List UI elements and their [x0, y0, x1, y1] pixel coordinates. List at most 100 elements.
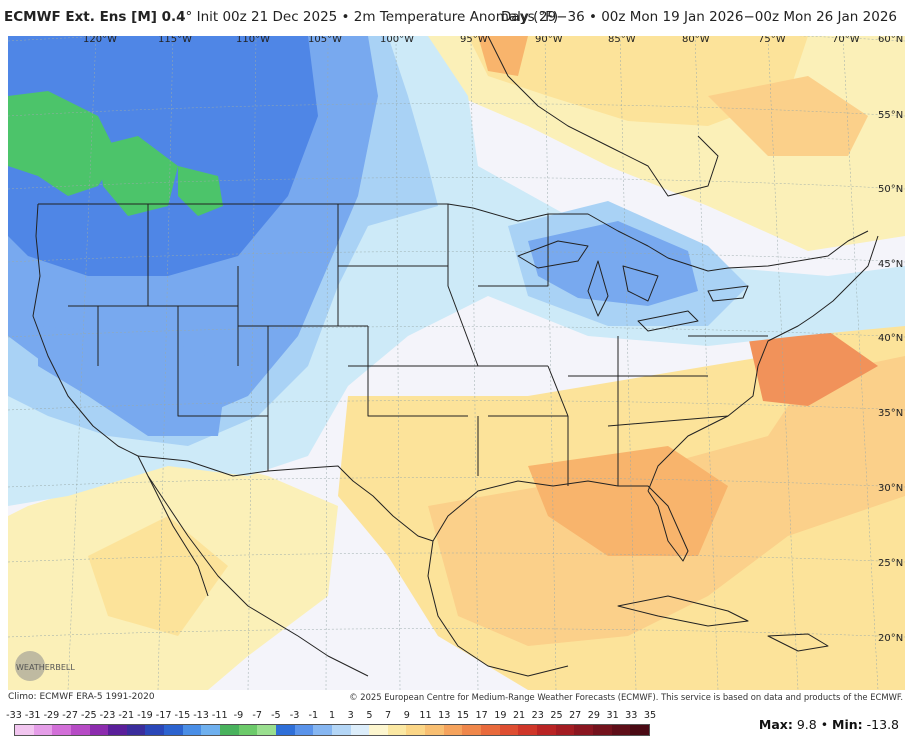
min-value: -13.8	[866, 717, 899, 732]
colorbar-tick-label: -29	[43, 710, 60, 721]
hispaniola	[767, 633, 829, 652]
colorbar-swatch	[238, 725, 258, 735]
colorbar-ticks: -33 -31 -29 -27 -25 -23 -21 -19 -17 -15 -13 -11 -9 -7…	[6, 710, 656, 723]
colorbar-tick-label: -1	[308, 710, 319, 721]
colorbar-tick-label: -21	[118, 710, 135, 721]
lat-label: 20°N	[878, 633, 903, 644]
init-text: Init 00z 21 Dec 2025 • 2m Temperature An…	[196, 9, 559, 25]
lon-label: 100°W	[380, 36, 414, 45]
valid-period: Days 29−36 • 00z Mon 19 Jan 2026−00z Mon…	[501, 9, 897, 25]
boundaries	[32, 36, 879, 677]
max-value: 9.8	[796, 717, 817, 732]
colorbar-swatch	[108, 725, 127, 735]
lake-huron	[622, 265, 659, 302]
latitude-label-group: 60°N 55°N 50°N 45°N 40°N 35°N 30°N 25°N …	[878, 36, 903, 644]
colorbar-tick-label: -3	[289, 710, 300, 721]
colorbar-tick-label: -15	[174, 710, 191, 721]
colorbar-tick-label: 3	[347, 710, 354, 721]
colorbar-swatch	[182, 725, 202, 735]
cold-green-pocket-2	[98, 136, 178, 216]
colorbar-swatch	[257, 725, 276, 735]
colorbar-swatch	[574, 725, 593, 735]
lon-label: 85°W	[608, 36, 636, 45]
stats-separator: •	[820, 717, 829, 732]
weatherbell-logo: WEATHERBELL	[15, 651, 75, 681]
southwest-blue-region	[38, 326, 228, 436]
colorbar-tick-label: -13	[193, 710, 209, 721]
colorbar-swatch	[33, 725, 53, 735]
lon-label: 115°W	[158, 36, 192, 45]
lat-label: 60°N	[878, 36, 903, 45]
colorbar-swatch	[220, 725, 239, 735]
lon-label: 70°W	[832, 36, 860, 45]
colorbar-swatch	[275, 725, 295, 735]
pacific-yellow-region	[88, 516, 228, 636]
colorbar-swatch	[481, 725, 500, 735]
lon-label: 105°W	[308, 36, 342, 45]
map-svg: 120°W 115°W 110°W 105°W 100°W 95°W 90°W …	[8, 36, 905, 690]
colorbar-swatch	[52, 725, 71, 735]
colorbar-tick-label: 33	[625, 710, 638, 721]
colorbar-tick-label: 25	[550, 710, 563, 721]
colorbar-tick-label: 15	[456, 710, 470, 721]
lat-label: 40°N	[878, 333, 903, 344]
lake-superior	[517, 240, 589, 269]
cuba	[617, 595, 749, 627]
colorbar-tick-label: -27	[62, 710, 78, 721]
map-header: ECMWF Ext. Ens [M] 0.4° Init 00z 21 Dec …	[0, 0, 913, 36]
colorbar-tick-label: -25	[80, 710, 97, 721]
model-name: ECMWF Ext. Ens [M] 0.4	[4, 9, 186, 25]
great-lakes-blue-region	[528, 221, 698, 306]
lat-label: 25°N	[878, 558, 903, 569]
colorbar-swatch	[70, 725, 90, 735]
colorbar-swatch	[406, 725, 426, 735]
colorbar: -33 -31 -29 -27 -25 -23 -21 -19 -17 -15 -13 -11 -9 -7…	[6, 710, 656, 746]
colorbar-tick-label: -23	[99, 710, 116, 721]
max-label: Max:	[758, 717, 793, 732]
quebec-orange-region	[708, 76, 868, 156]
baja-california	[147, 475, 209, 597]
lat-label: 55°N	[878, 110, 903, 121]
colorbar-tick-label: 11	[419, 710, 432, 721]
graticule	[8, 36, 905, 690]
colorbar-swatch	[630, 725, 649, 735]
colorbar-tick-label: -9	[233, 710, 244, 721]
colorbar-swatch	[592, 725, 612, 735]
colorbar-tick-label: 1	[328, 710, 336, 721]
colorbar-tick-label: -33	[6, 710, 22, 721]
hudson-bay-coast	[487, 36, 719, 197]
colorbar-swatch	[611, 725, 631, 735]
us-canada-border	[38, 203, 869, 272]
colorbar-tick-label: 9	[403, 710, 410, 721]
hudson-orange-spot	[478, 36, 528, 76]
colorbar-tick-label: 19	[494, 710, 507, 721]
colorbar-swatch	[443, 725, 463, 735]
colorbar-swatch	[499, 725, 519, 735]
colorbar-tick-label: -7	[252, 710, 262, 721]
colorbar-tick-label: -19	[137, 710, 153, 721]
colorbar-tick-label: 21	[512, 710, 526, 721]
colorbar-tick-label: 23	[531, 710, 544, 721]
colorbar-swatch	[518, 725, 537, 735]
lake-ontario	[707, 285, 749, 302]
gulf-coast	[432, 480, 689, 562]
degree-mark: °	[185, 9, 193, 25]
colorbar-swatches	[14, 724, 650, 736]
colorbar-swatch	[126, 725, 146, 735]
colorbar-swatch	[15, 725, 34, 735]
climo-note: Climo: ECMWF ERA-5 1991-2020	[8, 692, 155, 702]
colorbar-tick-label: 13	[438, 710, 451, 721]
colorbar-swatch	[425, 725, 444, 735]
colorbar-swatch	[331, 725, 351, 735]
us-mexico-border	[137, 455, 434, 542]
us-east-coast	[647, 235, 879, 492]
colorbar-tick-label: -11	[211, 710, 228, 721]
lon-label: 90°W	[535, 36, 563, 45]
us-west-coast	[32, 203, 139, 457]
lat-label: 35°N	[878, 408, 903, 419]
min-label: Min:	[832, 717, 863, 732]
lon-label: 75°W	[758, 36, 786, 45]
lake-erie	[637, 310, 699, 332]
colorbar-tick-label: 27	[569, 710, 582, 721]
